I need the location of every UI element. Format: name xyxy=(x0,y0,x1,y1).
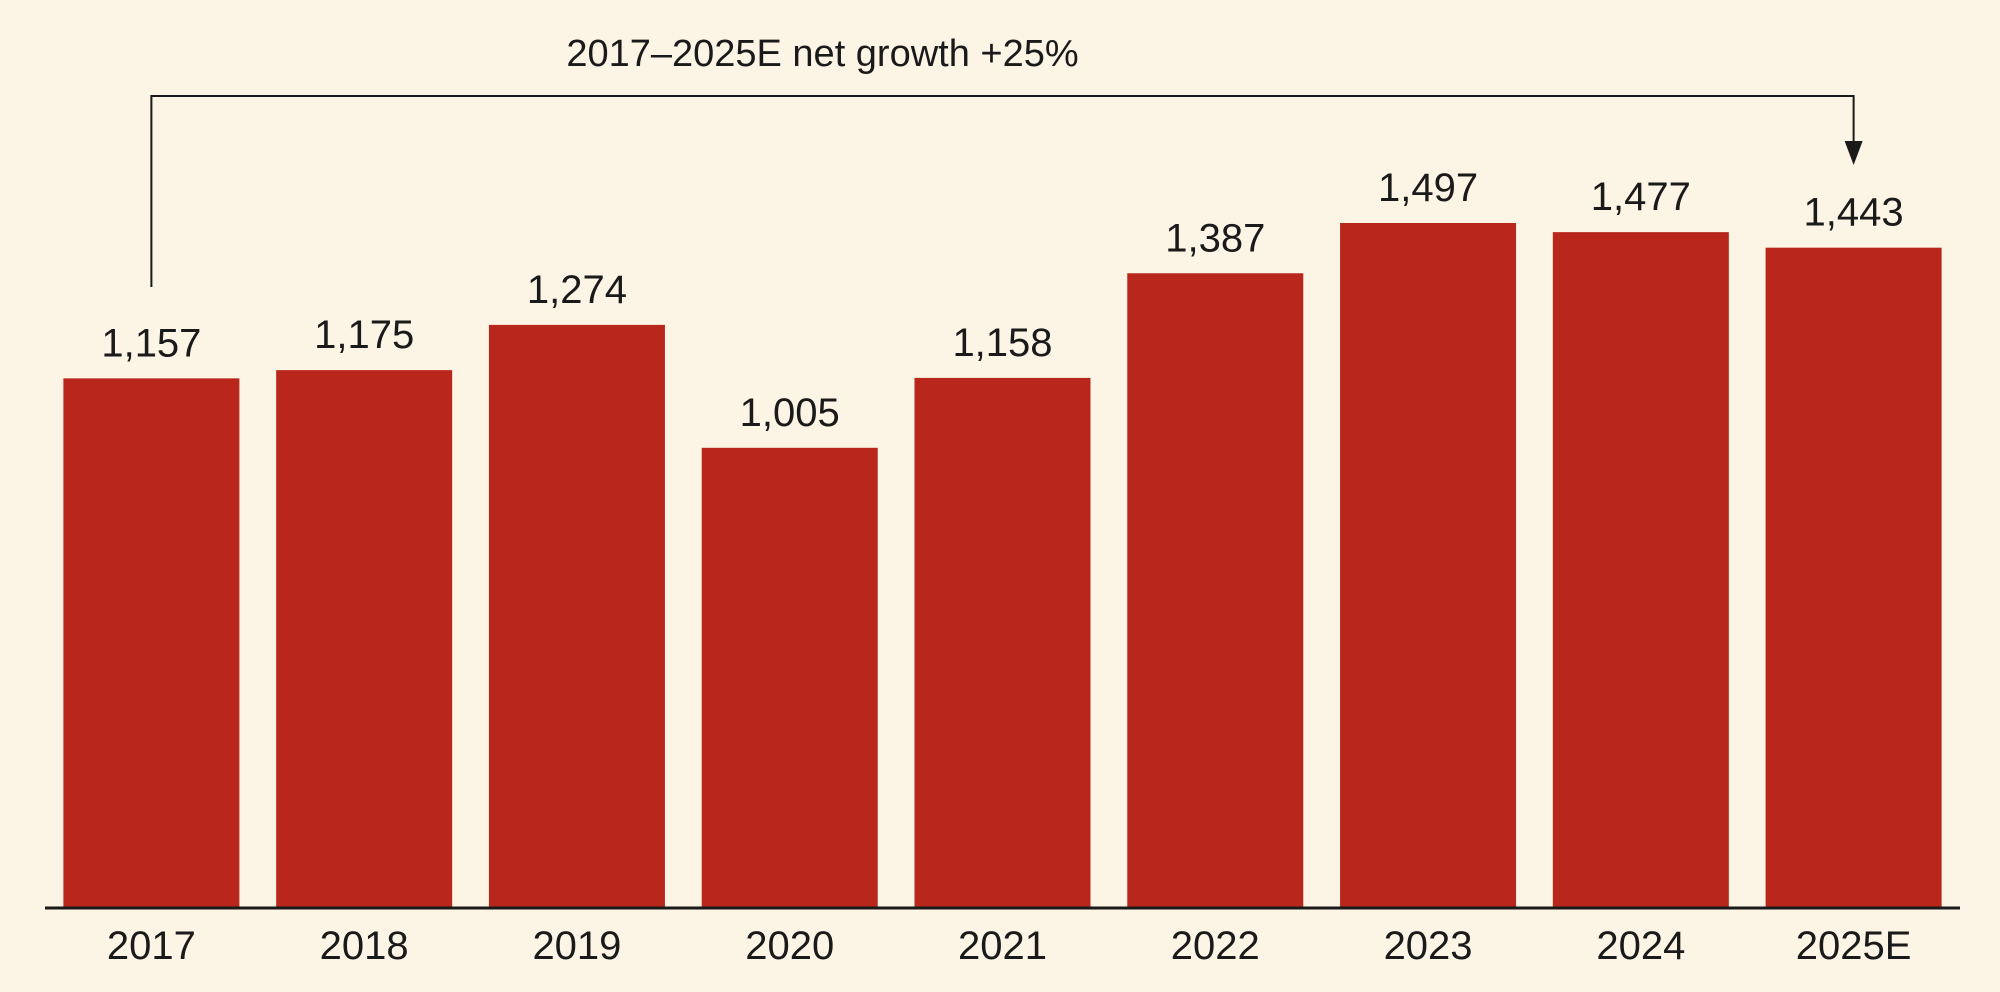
annotation-bracket-line xyxy=(150,95,1855,287)
value-label-2023: 1,497 xyxy=(1378,166,1478,210)
growth-annotation: 2017–2025E net growth +25% xyxy=(150,33,1863,287)
category-label-2021: 2021 xyxy=(958,924,1047,968)
category-label-2020: 2020 xyxy=(745,924,834,968)
bar-2022 xyxy=(1127,273,1304,908)
value-labels-group: 1,157 1,175 1,274 1,005 1,158 1,387 1,497 1,477… xyxy=(101,166,1903,435)
bar-2025E xyxy=(1765,247,1942,907)
bar-2020 xyxy=(701,447,878,907)
category-label-2019: 2019 xyxy=(532,924,621,968)
category-label-2022: 2022 xyxy=(1171,924,1260,968)
category-label-2017: 2017 xyxy=(107,924,196,968)
value-label-2019: 1,274 xyxy=(527,268,627,312)
annotation-label: 2017–2025E net growth +25% xyxy=(566,33,1078,75)
value-label-2025E: 1,443 xyxy=(1804,191,1904,235)
value-label-2020: 1,005 xyxy=(740,391,840,435)
category-labels-group: 2017 2018 2019 2020 2021 2022 2023 2024 2025E xyxy=(107,924,1912,968)
bar-2018 xyxy=(276,370,453,908)
value-label-2022: 1,387 xyxy=(1165,216,1265,260)
bar-2021 xyxy=(914,377,1091,907)
bars-group xyxy=(63,223,1942,908)
value-label-2018: 1,175 xyxy=(314,313,414,357)
bar-2017 xyxy=(63,378,240,907)
value-label-2024: 1,477 xyxy=(1591,175,1691,219)
value-label-2017: 1,157 xyxy=(101,321,201,365)
bar-2024 xyxy=(1552,232,1729,907)
category-label-2025E: 2025E xyxy=(1796,924,1912,968)
category-label-2024: 2024 xyxy=(1596,924,1685,968)
bar-2023 xyxy=(1340,223,1517,907)
bar-2019 xyxy=(488,324,665,907)
category-label-2018: 2018 xyxy=(320,924,409,968)
annotation-arrowhead xyxy=(1844,141,1863,165)
category-label-2023: 2023 xyxy=(1384,924,1473,968)
value-label-2021: 1,158 xyxy=(952,321,1052,365)
